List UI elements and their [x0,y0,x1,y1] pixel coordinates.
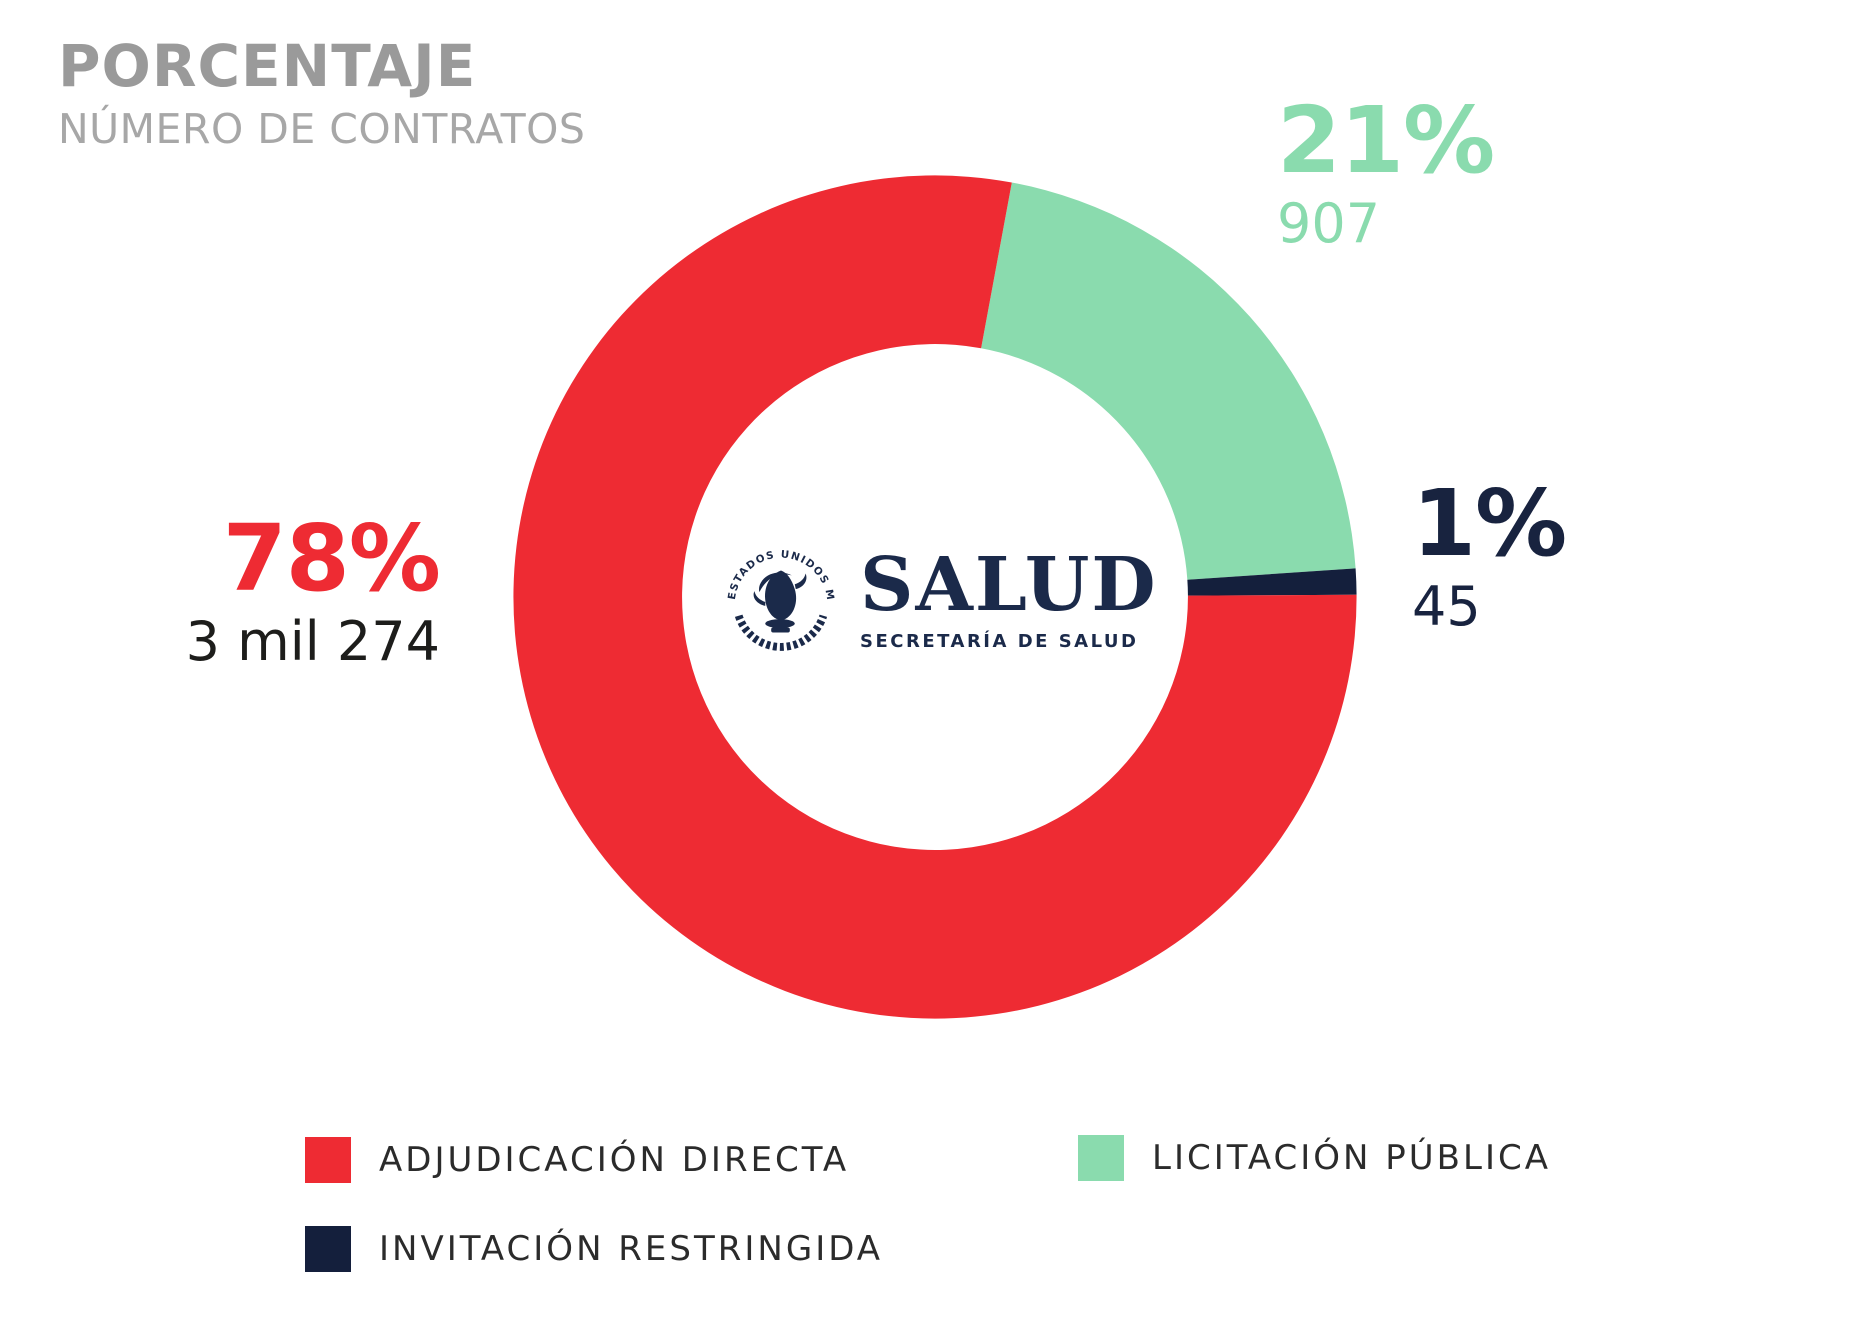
callout-invitacion-restringida: 1% 45 [1412,470,1567,638]
legend-label: LICITACIÓN PÚBLICA [1152,1138,1551,1178]
header: PORCENTAJE NÚMERO DE CONTRATOS [58,36,585,153]
legend-swatch-red [305,1137,351,1183]
count-value: 3 mil 274 [185,610,440,673]
percent-value: 78% [222,505,441,612]
logo-text: SALUD SECRETARÍA DE SALUD [860,548,1158,652]
callout-adjudicacion-directa: 78% 3 mil 274 [170,505,441,673]
count-value: 907 [1277,192,1381,255]
eagle-glyph [753,570,807,633]
salud-logo: ESTADOS UNIDOS MEXICANOS SALUD SECRETARÍ… [722,538,1158,662]
legend-item-adjudicacion-directa: ADJUDICACIÓN DIRECTA [305,1137,849,1183]
legend-item-invitacion-restringida: INVITACIÓN RESTRINGIDA [305,1226,883,1272]
legend-label: INVITACIÓN RESTRINGIDA [379,1229,884,1269]
legend-swatch-green [1078,1135,1124,1181]
donut-slice-2 [513,175,1357,1019]
donut-slice-1 [1187,568,1357,596]
percent-value: 1% [1412,470,1567,577]
page-title: PORCENTAJE [58,32,477,100]
donut-svg [513,175,1357,1019]
donut-chart [505,167,1365,1027]
coat-of-arms-seal: ESTADOS UNIDOS MEXICANOS [722,541,835,651]
logo-subtitle: SECRETARÍA DE SALUD [860,631,1139,652]
legend-item-licitacion-publica: LICITACIÓN PÚBLICA [1078,1135,1551,1181]
donut-slice-0 [981,182,1356,580]
legend-label: ADJUDICACIÓN DIRECTA [379,1140,850,1180]
percent-value: 21% [1277,87,1495,194]
page-subtitle: NÚMERO DE CONTRATOS [58,104,586,153]
count-value: 45 [1412,575,1481,638]
callout-licitacion-publica: 21% 907 [1277,87,1495,255]
logo-name: SALUD [860,542,1158,628]
legend-swatch-navy [305,1226,351,1272]
laurel-wreath [734,614,828,651]
